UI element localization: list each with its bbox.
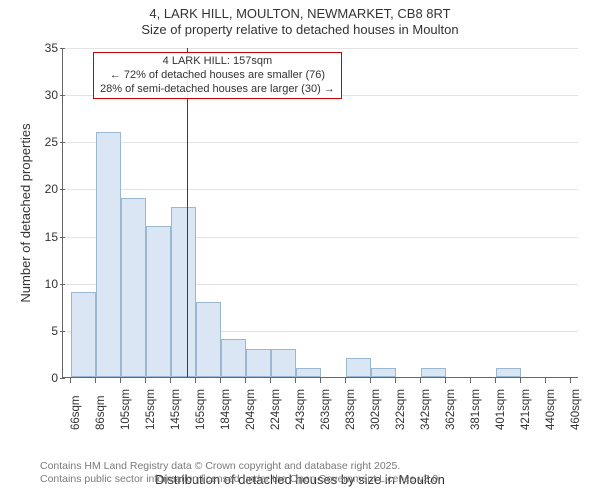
y-tick-label: 5	[8, 324, 58, 338]
histogram-bar	[371, 368, 396, 377]
x-tick-label: 440sqm	[545, 389, 557, 430]
x-tick-label: 184sqm	[220, 389, 232, 430]
x-tick-label: 381sqm	[470, 389, 482, 430]
x-tick-label: 66sqm	[70, 395, 82, 430]
x-tick-label: 362sqm	[445, 389, 457, 430]
x-tick-mark	[495, 378, 496, 383]
y-tick-label: 0	[8, 371, 58, 385]
histogram-bar	[71, 292, 96, 377]
x-tick-label: 86sqm	[95, 395, 107, 430]
y-tick-label: 35	[8, 41, 58, 55]
histogram-bar	[171, 207, 196, 377]
gridline	[63, 189, 578, 190]
y-tick-label: 25	[8, 135, 58, 149]
x-tick-mark	[170, 378, 171, 383]
x-tick-label: 460sqm	[570, 389, 582, 430]
x-tick-mark	[370, 378, 371, 383]
x-tick-mark	[570, 378, 571, 383]
x-tick-mark	[120, 378, 121, 383]
x-tick-mark	[445, 378, 446, 383]
gridline	[63, 142, 578, 143]
chart-area: Number of detached properties 0510152025…	[0, 40, 600, 450]
x-tick-label: 342sqm	[420, 389, 432, 430]
x-tick-mark	[145, 378, 146, 383]
histogram-bar	[271, 349, 296, 377]
x-tick-label: 283sqm	[345, 389, 357, 430]
x-tick-mark	[320, 378, 321, 383]
annotation-line-1: 4 LARK HILL: 157sqm	[100, 55, 335, 69]
x-tick-label: 263sqm	[320, 389, 332, 430]
histogram-bar	[146, 226, 171, 377]
footer-line-1: Contains HM Land Registry data © Crown c…	[40, 460, 441, 473]
x-tick-mark	[520, 378, 521, 383]
title-line-1: 4, LARK HILL, MOULTON, NEWMARKET, CB8 8R…	[0, 6, 600, 22]
histogram-bar	[296, 368, 321, 377]
annotation-box: 4 LARK HILL: 157sqm← 72% of detached hou…	[93, 52, 342, 99]
y-tick-label: 10	[8, 277, 58, 291]
x-tick-label: 105sqm	[120, 389, 132, 430]
attribution-footer: Contains HM Land Registry data © Crown c…	[40, 460, 441, 486]
histogram-bar	[96, 132, 121, 377]
x-tick-label: 243sqm	[295, 389, 307, 430]
histogram-bar	[346, 358, 371, 377]
x-tick-mark	[470, 378, 471, 383]
histogram-bar	[421, 368, 446, 377]
footer-line-2: Contains public sector information licen…	[40, 473, 441, 486]
x-tick-mark	[70, 378, 71, 383]
y-tick-label: 20	[8, 182, 58, 196]
annotation-line-2: ← 72% of detached houses are smaller (76…	[100, 69, 335, 83]
gridline	[63, 48, 578, 49]
x-tick-mark	[95, 378, 96, 383]
x-tick-mark	[245, 378, 246, 383]
x-tick-label: 125sqm	[145, 389, 157, 430]
x-tick-mark	[545, 378, 546, 383]
x-tick-mark	[195, 378, 196, 383]
x-tick-mark	[420, 378, 421, 383]
x-tick-mark	[345, 378, 346, 383]
title-line-2: Size of property relative to detached ho…	[0, 22, 600, 38]
y-tick-label: 15	[8, 230, 58, 244]
x-tick-label: 165sqm	[195, 389, 207, 430]
x-tick-label: 401sqm	[495, 389, 507, 430]
histogram-bar	[496, 368, 521, 377]
x-tick-mark	[395, 378, 396, 383]
chart-title: 4, LARK HILL, MOULTON, NEWMARKET, CB8 8R…	[0, 0, 600, 39]
annotation-line-3: 28% of semi-detached houses are larger (…	[100, 83, 335, 97]
histogram-bar	[221, 339, 246, 377]
plot-region: 4 LARK HILL: 157sqm← 72% of detached hou…	[62, 48, 578, 378]
x-tick-label: 302sqm	[370, 389, 382, 430]
x-tick-mark	[270, 378, 271, 383]
histogram-bar	[196, 302, 221, 377]
x-tick-label: 204sqm	[245, 389, 257, 430]
x-tick-mark	[220, 378, 221, 383]
y-tick-label: 30	[8, 88, 58, 102]
histogram-bar	[121, 198, 146, 377]
x-tick-mark	[295, 378, 296, 383]
x-tick-label: 421sqm	[520, 389, 532, 430]
x-tick-label: 322sqm	[395, 389, 407, 430]
x-tick-label: 224sqm	[270, 389, 282, 430]
histogram-bar	[246, 349, 271, 377]
x-tick-label: 145sqm	[170, 389, 182, 430]
